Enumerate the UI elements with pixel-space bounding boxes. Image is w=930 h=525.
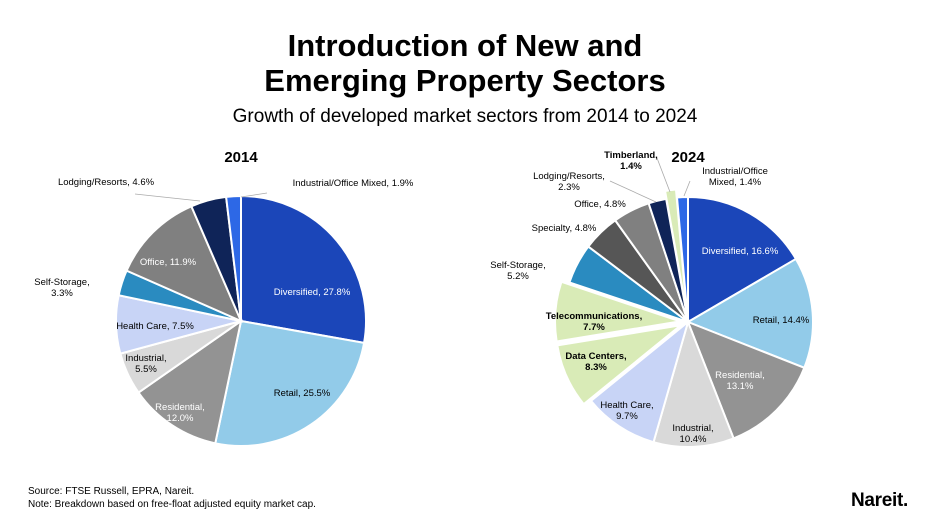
pie-slice-industrial — [652, 318, 735, 448]
pie-slice-office — [125, 204, 243, 323]
pie-slice-industrial-office-mixed — [225, 194, 242, 322]
data-label-self-storage: Self-Storage, 5.2% — [490, 260, 545, 282]
pie-chart-2014: 2014 Diversified, 27.8% Retail, 25.5% Resid… — [34, 149, 414, 447]
data-label-diversified: Diversified, 16.6% — [702, 246, 779, 257]
data-label-industrial-office-mixed: Industrial/Office Mixed, 1.4% — [702, 166, 768, 188]
data-label-office: Office, 4.8% — [574, 199, 626, 210]
pie-slice-telecommunications — [554, 280, 681, 343]
data-label-retail: Retail, 25.5% — [274, 388, 331, 399]
pie-slice-residential — [137, 318, 243, 445]
pie-slice-timberland — [663, 188, 688, 315]
title-line-1: Introduction of New and — [287, 28, 643, 63]
data-label-retail: Retail, 14.4% — [753, 315, 810, 326]
chart-title: 2024 — [671, 149, 705, 166]
leader-line — [134, 193, 201, 202]
pie-slice-retail — [685, 257, 814, 370]
pie-slice-diversified — [240, 194, 367, 345]
data-label-timberland: Timberland, 1.4% — [604, 150, 658, 172]
data-label-telecommunications: Telecommunications, 7.7% — [546, 311, 642, 333]
pie-slice-retail — [214, 319, 366, 447]
pie-slice-health-care — [589, 319, 690, 444]
title-line-2: Emerging Property Sectors — [264, 63, 666, 98]
page-subtitle: Growth of developed market sectors from … — [232, 106, 698, 127]
pie-slice-industrial-office-mixed — [675, 195, 689, 323]
leader-line — [656, 157, 671, 193]
chart-title: 2014 — [224, 149, 258, 166]
data-label-industrial: Industrial, 5.5% — [125, 353, 166, 375]
footnote: Note: Breakdown based on free-float adju… — [28, 499, 316, 510]
data-label-health-care: Health Care, 7.5% — [116, 321, 194, 332]
data-label-industrial-office-mixed: Industrial/Office Mixed, 1.9% — [293, 178, 414, 189]
leader-line — [240, 192, 268, 198]
leader-line — [609, 180, 657, 203]
source-note: Source: FTSE Russell, EPRA, Nareit. — [28, 486, 195, 497]
data-label-specialty: Specialty, 4.8% — [532, 223, 597, 234]
data-label-self-storage: Self-Storage, 3.3% — [34, 277, 89, 299]
data-label-health-care: Health Care, 9.7% — [600, 400, 653, 422]
data-label-data-centers: Data Centers, 8.3% — [565, 351, 626, 373]
pie-slice-diversified — [687, 195, 798, 324]
leader-line — [683, 180, 691, 197]
pie-chart-2024: 2024 Diversified, 16.6% Retail, 14.4% Resid… — [490, 149, 814, 448]
data-label-residential: Residential, 13.1% — [715, 370, 765, 392]
data-label-residential: Residential, 12.0% — [155, 402, 205, 424]
data-label-industrial: Industrial, 10.4% — [672, 423, 713, 445]
data-label-diversified: Diversified, 27.8% — [274, 287, 351, 298]
pie-slice-residential — [686, 320, 806, 440]
data-label-lodging-resorts: Lodging/Resorts, 2.3% — [533, 171, 605, 193]
data-label-lodging-resorts: Lodging/Resorts, 4.6% — [58, 177, 155, 188]
pie-slice-data-centers — [556, 323, 685, 406]
data-label-office: Office, 11.9% — [140, 257, 197, 268]
nareit-logo: Nareit. — [850, 490, 908, 511]
page-title: Introduction of New and Emerging Propert… — [0, 28, 930, 98]
